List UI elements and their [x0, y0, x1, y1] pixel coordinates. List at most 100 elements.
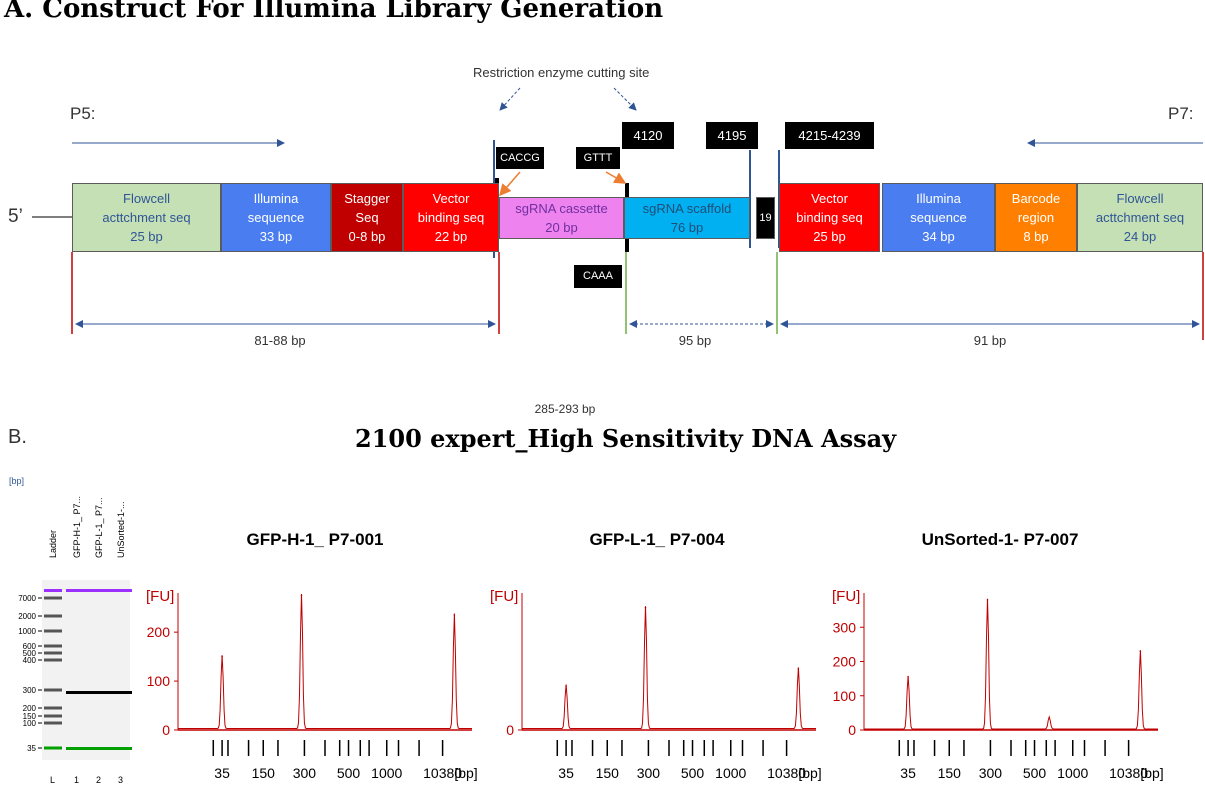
- x-tick-label: 300: [637, 765, 661, 781]
- gel-ladder-band: [44, 596, 62, 600]
- gel-ladder-band: [44, 721, 62, 725]
- gel-ladder-band: [44, 706, 62, 710]
- gel-tick-label: 300: [23, 686, 37, 695]
- y-tick-label: 100: [833, 688, 857, 704]
- gel-tick-label: 600: [23, 642, 37, 651]
- tag-caccg: CACCG: [496, 147, 544, 169]
- x-axis-label: [bp]: [798, 765, 821, 781]
- electropherogram-unsorted: [FU] 0 100 200 300 35 150 300 500 1000 10380[bp]: [832, 588, 1164, 781]
- gel-sample-band: [88, 691, 110, 694]
- dim-middle-label: 95 bp: [678, 333, 712, 348]
- gel-lane-label: GFP-H-1_ P7...: [72, 495, 82, 558]
- gel-lane-label: Ladder: [48, 529, 58, 558]
- tag-gttt: GTTT: [576, 147, 620, 169]
- panel-a-title: A. Construct For Illumina Library Genera…: [4, 0, 664, 24]
- gel-lower-marker: [88, 747, 110, 750]
- peak-point: [300, 594, 303, 597]
- x-tick-label: 300: [979, 765, 1003, 781]
- x-tick-label: 10380: [423, 765, 462, 781]
- segment-sgrna-scaffold: sgRNA scaffold 76 bp: [624, 197, 750, 239]
- segment-sgrna-cassette: sgRNA cassette 20 bp: [499, 197, 624, 239]
- x-axis-label: [bp]: [1140, 765, 1163, 781]
- x-tick-label: 10380: [1109, 765, 1148, 781]
- gel-lane-number: 1: [74, 775, 80, 785]
- y-axis-label: [FU]: [490, 588, 518, 605]
- y-axis-label: [FU]: [832, 588, 860, 605]
- gel-ladder-band: [44, 746, 62, 750]
- gel-ladder-band: [44, 651, 62, 655]
- segment-vector-binding-p5: Vector binding seq 22 bp: [403, 183, 499, 252]
- plot-title: GFP-H-1_ P7-001: [246, 530, 384, 549]
- p7-label: P7:: [1168, 104, 1194, 123]
- gel-lane-label: UnSorted-1-...: [116, 501, 126, 558]
- caccg-arrow: [499, 171, 521, 197]
- segment-flowcell-p5: Flowcell acttchment seq 25 bp: [72, 183, 221, 252]
- segment-flowcell-p7: Flowcell acttchment seq 24 bp: [1077, 183, 1203, 252]
- gel-ladder-band: [44, 629, 62, 633]
- peak-point: [1139, 650, 1142, 653]
- gel-tick-label: 500: [23, 649, 37, 658]
- peak-point: [221, 655, 223, 658]
- y-tick-label: 0: [506, 722, 514, 738]
- x-tick-label: 35: [558, 765, 574, 781]
- five-prime-label: 5’: [8, 206, 23, 227]
- peak-point: [797, 668, 800, 670]
- peak-point: [453, 614, 456, 616]
- x-tick-label: 1000: [715, 765, 746, 781]
- gel-tick-label: 100: [23, 719, 37, 728]
- dim-left-label: 81-88 bp: [254, 333, 306, 348]
- trace-line: [864, 598, 1158, 730]
- gel-tick-label: 150: [23, 712, 37, 721]
- gel-tick-label: 200: [23, 704, 37, 713]
- gel-lane-number: 3: [118, 775, 124, 785]
- segment-stagger-seq: Stagger Seq 0-8 bp: [331, 183, 403, 252]
- peak-point: [644, 606, 647, 609]
- electropherogram-h1: [FU] 0 100 200 35 150 300 500 1000 10380[bp]: [146, 588, 478, 781]
- p5-label: P5:: [70, 104, 96, 123]
- x-tick-label: 35: [214, 765, 230, 781]
- gel-tick-label: 7000: [18, 594, 36, 603]
- y-tick-label: 0: [848, 722, 856, 738]
- peak-point: [907, 676, 909, 678]
- gel-tick-label: 35: [27, 744, 36, 753]
- y-axis-label: [FU]: [146, 588, 174, 605]
- tag-caaa: CAAA: [574, 265, 622, 288]
- segment-spacer-19: 19: [756, 197, 775, 239]
- gel-ladder-band: [44, 614, 62, 618]
- gel-upper-marker: [66, 589, 88, 592]
- x-tick-label: 10380: [767, 765, 806, 781]
- gel-sample-band: [110, 691, 132, 694]
- electropherogram-l1: [FU] 0 35 150 300 500 1000 10380[bp]: [490, 588, 822, 781]
- gel-bands: [44, 589, 132, 750]
- tag-pos-4215: 4215-4239: [785, 122, 874, 149]
- gel-lower-marker: [66, 747, 88, 750]
- gel-lane-labels: Ladder GFP-H-1_ P7... GFP-L-1_ P7... UnS…: [40, 474, 140, 558]
- panel-b-title: 2100 expert_High Sensitivity DNA Assay: [355, 424, 897, 453]
- gel-upper-marker: [110, 589, 132, 592]
- gel-ladder-band: [44, 714, 62, 718]
- x-tick-label: 150: [596, 765, 620, 781]
- trace-line: [522, 606, 816, 729]
- x-tick-label: 500: [337, 765, 361, 781]
- gel-lane-label: GFP-L-1_ P7...: [94, 497, 104, 558]
- gel-lane-numbers: L 1 2 3: [44, 775, 134, 789]
- dim-total-label: 285-293 bp: [534, 402, 596, 416]
- segment-illumina-seq-p5: Illumina sequence 33 bp: [221, 183, 331, 252]
- gel-ladder-band: [44, 688, 62, 692]
- gel-ladder-band: [44, 658, 62, 662]
- segment-barcode-region: Barcode region 8 bp: [995, 183, 1077, 252]
- gel-tick-label: 1000: [18, 627, 36, 636]
- plot-title: GFP-L-1_ P7-004: [589, 530, 725, 549]
- x-axis-label: [bp]: [454, 765, 477, 781]
- x-tick-label: 150: [252, 765, 276, 781]
- segment-illumina-seq-p7: Illumina sequence 34 bp: [882, 183, 995, 252]
- x-tick-label: 35: [900, 765, 916, 781]
- panel-b-label: B.: [8, 426, 27, 448]
- gel-lane-number: 2: [96, 775, 102, 785]
- cut-site-label: Restriction enzyme cutting site: [473, 65, 650, 80]
- cut-arrow-right: [613, 87, 637, 111]
- x-tick-label: 300: [293, 765, 317, 781]
- segment-vector-binding-p7: Vector binding seq 25 bp: [779, 183, 880, 252]
